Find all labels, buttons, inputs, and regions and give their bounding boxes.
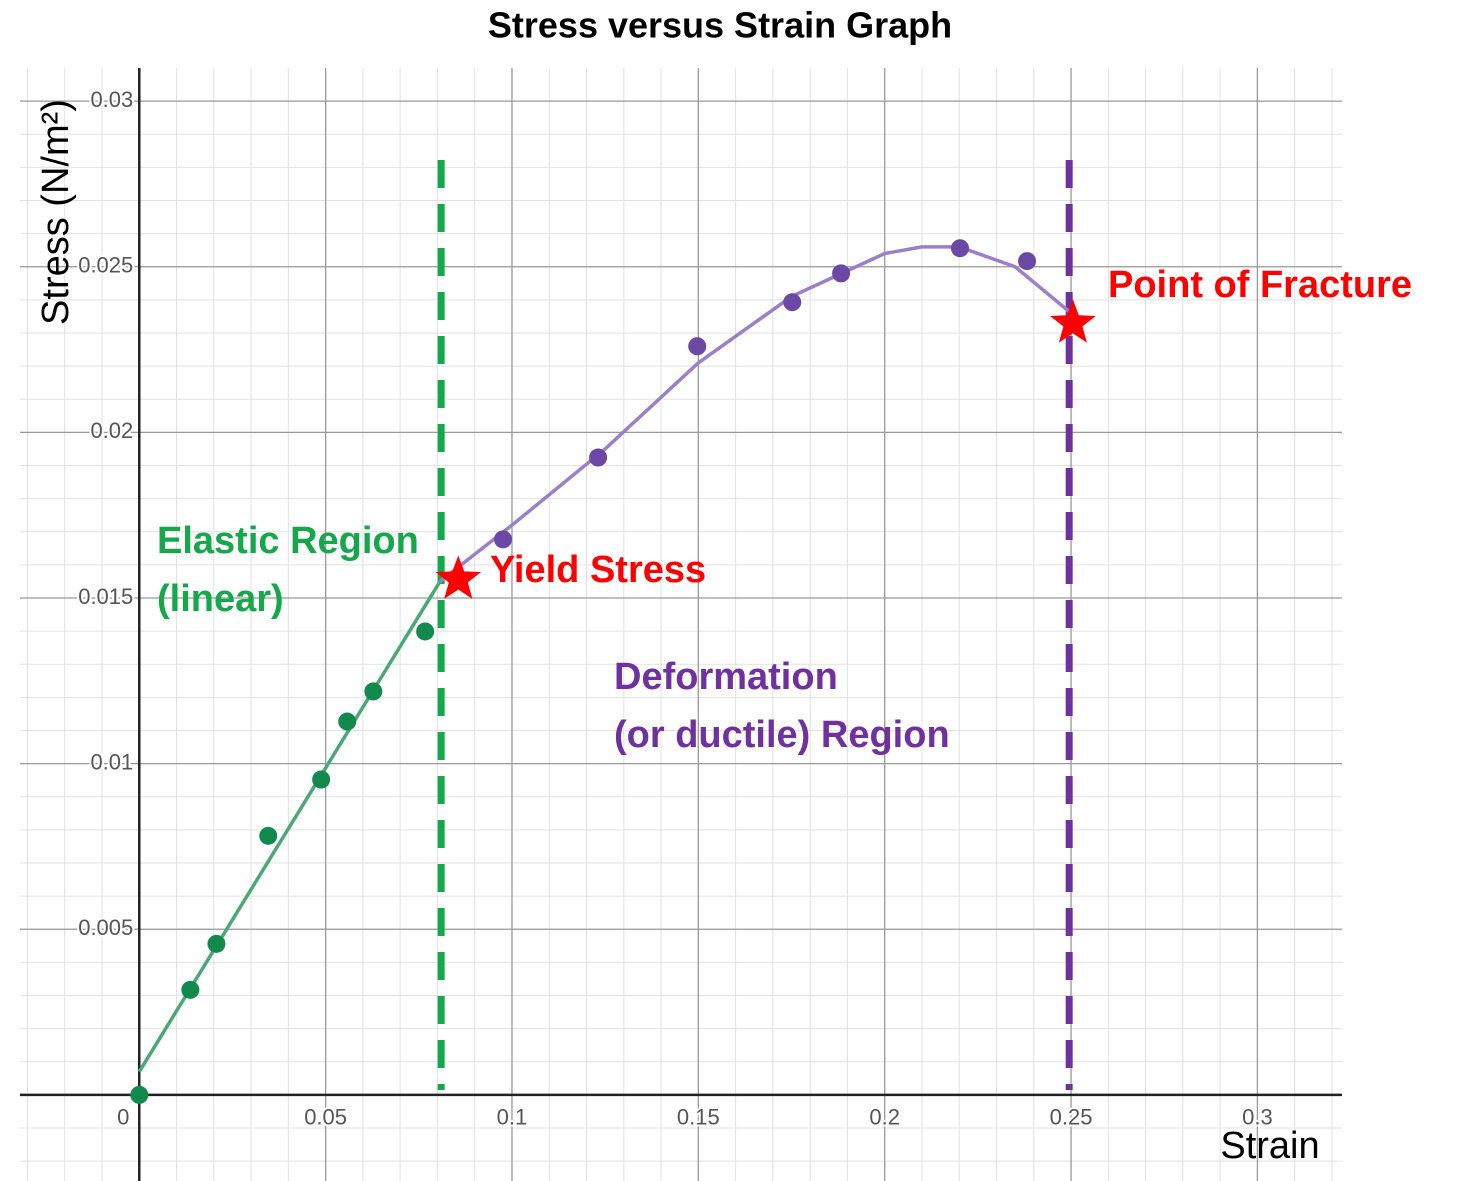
data-point — [130, 1085, 149, 1104]
annotation: Deformation — [614, 656, 838, 698]
x-tick-label: 0.05 — [304, 1105, 347, 1130]
annotation: Yield Stress — [490, 549, 706, 591]
y-tick-label: 0.015 — [78, 584, 133, 609]
x-tick-label: 0.2 — [869, 1105, 900, 1130]
x-axis-label: Strain — [1220, 1125, 1319, 1167]
y-tick-label: 0.01 — [90, 749, 133, 774]
data-point — [207, 934, 226, 953]
y-tick-label: 0.005 — [78, 915, 133, 940]
data-point — [312, 770, 331, 789]
star-marker — [1050, 299, 1096, 343]
star-marker — [435, 555, 482, 599]
y-tick-label: 0.03 — [90, 87, 133, 112]
annotation: (linear) — [157, 578, 284, 620]
data-point — [950, 239, 969, 258]
data-point — [589, 448, 608, 467]
data-point — [259, 826, 278, 845]
data-point — [338, 712, 357, 731]
x-tick-label: 0.3 — [1242, 1105, 1273, 1130]
data-point — [416, 622, 435, 641]
annotation: Elastic Region — [157, 520, 419, 562]
x-tick-label: 0 — [117, 1105, 129, 1130]
annotation: (or ductile) Region — [614, 714, 950, 756]
y-tick-label: 0.025 — [78, 253, 133, 278]
x-tick-label: 0.15 — [677, 1105, 720, 1130]
x-tick-label: 0.1 — [497, 1105, 528, 1130]
fit-line — [137, 580, 442, 1073]
y-axis-label: Stress (N/m²) — [35, 99, 77, 325]
y-tick-label: 0.02 — [90, 418, 133, 443]
annotation: Point of Fracture — [1108, 264, 1412, 306]
x-tick-label: 0.25 — [1050, 1105, 1093, 1130]
data-point — [364, 682, 383, 701]
data-point — [688, 337, 707, 356]
data-point — [832, 264, 851, 283]
data-point — [783, 293, 802, 312]
data-point — [1018, 252, 1037, 271]
data-point — [181, 980, 200, 999]
data-point — [494, 530, 513, 549]
chart-title: Stress versus Strain Graph — [488, 5, 952, 46]
